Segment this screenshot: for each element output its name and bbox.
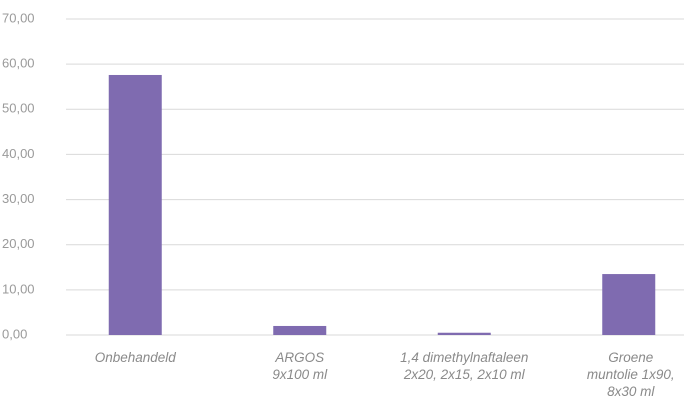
y-tick-label: 0,00 — [2, 326, 27, 341]
y-tick-label: 40,00 — [2, 146, 35, 161]
y-tick-label: 70,00 — [2, 10, 35, 25]
y-tick-label: 30,00 — [2, 191, 35, 206]
x-tick-label: 1,4 dimethylnaftaleen 2x20, 2x15, 2x10 m… — [400, 350, 529, 382]
bar — [273, 325, 327, 335]
bar — [108, 74, 162, 335]
y-tick-label: 60,00 — [2, 56, 35, 71]
y-tick-label: 20,00 — [2, 236, 35, 251]
x-tick-label: ARGOS 9x100 ml — [272, 350, 328, 382]
y-tick-label: 10,00 — [2, 281, 35, 296]
x-tick-label: Onbehandeld — [94, 350, 176, 365]
y-tick-label: 50,00 — [2, 101, 35, 116]
bar — [602, 274, 656, 335]
x-tick-label: Groene muntolie 1x90, 8x30 ml — [586, 350, 675, 399]
bar — [437, 332, 491, 335]
